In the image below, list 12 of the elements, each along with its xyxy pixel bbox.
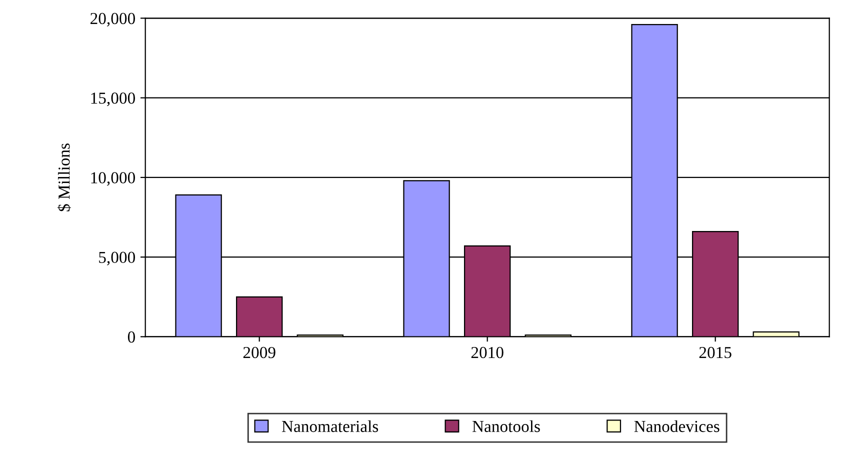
y-tick-label: 15,000 [91, 92, 135, 106]
legend-label: Nanodevices [634, 420, 720, 432]
y-tick-label: 5,000 [99, 252, 135, 266]
y-tick-label: 20,000 [90, 12, 135, 27]
legend-label: Nanotools [472, 420, 540, 432]
y-axis-title: $ Millions [58, 144, 71, 212]
x-tick-label: 2010 [471, 346, 504, 358]
x-tick-label: 2009 [243, 346, 276, 358]
y-tick-label: 10,000 [91, 172, 135, 186]
legend-label: Nanomaterials [282, 420, 378, 432]
y-tick-label: 0 [128, 331, 135, 343]
x-tick-label: 2015 [699, 346, 732, 358]
